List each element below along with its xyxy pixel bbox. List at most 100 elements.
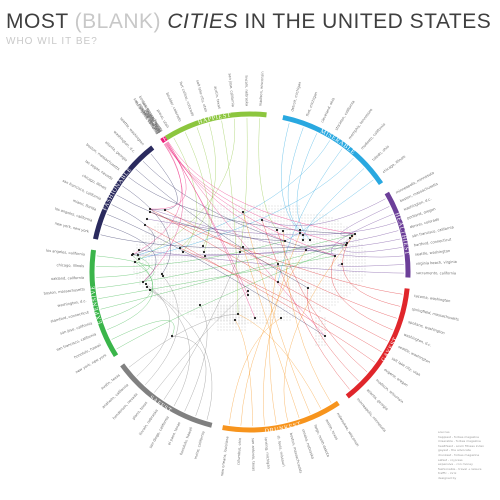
us-map-dots [133, 205, 366, 346]
map-dot [205, 304, 207, 306]
map-dot [229, 214, 231, 216]
map-dot [280, 274, 282, 276]
map-dot [268, 301, 270, 303]
map-dot [157, 268, 159, 270]
map-dot [181, 310, 183, 312]
map-dot [274, 250, 276, 252]
map-dot [313, 244, 315, 246]
map-dot [196, 271, 198, 273]
map-dot [328, 307, 330, 309]
map-dot [226, 301, 228, 303]
map-dot [214, 220, 216, 222]
map-dot [268, 217, 270, 219]
map-dot [325, 250, 327, 252]
map-dot [184, 244, 186, 246]
map-dot [238, 265, 240, 267]
map-dot [217, 214, 219, 216]
map-dot [187, 259, 189, 261]
map-dot [214, 307, 216, 309]
map-dot [316, 232, 318, 234]
map-dot [229, 317, 231, 319]
map-dot [325, 244, 327, 246]
map-dot [232, 310, 234, 312]
map-dot [187, 241, 189, 243]
map-dot [241, 256, 243, 258]
map-dot [241, 301, 243, 303]
map-dot [304, 229, 306, 231]
map-dot [199, 238, 201, 240]
map-dot [238, 220, 240, 222]
map-dot [337, 250, 339, 252]
map-dot [220, 292, 222, 294]
map-dot [223, 320, 225, 322]
city-point [246, 289, 250, 293]
connection-line [149, 153, 178, 211]
map-dot [307, 262, 309, 264]
map-dot [163, 262, 165, 264]
map-dot [361, 259, 363, 261]
map-dot [274, 235, 276, 237]
map-dot [190, 262, 192, 264]
connection-line [149, 211, 403, 295]
map-dot [321, 323, 323, 325]
map-dot [244, 229, 246, 231]
map-dot [211, 259, 213, 261]
map-dot [250, 208, 252, 210]
map-dot [307, 295, 309, 297]
map-dot [193, 262, 195, 264]
map-dot [232, 211, 234, 213]
connection-line [306, 287, 359, 382]
city-label: san jose, california [60, 321, 93, 335]
map-dot [352, 259, 354, 261]
map-dot [220, 289, 222, 291]
map-dot [328, 217, 330, 219]
map-dot [337, 259, 339, 261]
map-dot [235, 305, 237, 307]
map-dot [238, 317, 240, 319]
map-dot [190, 211, 192, 213]
city-label: los angeles, california [54, 207, 92, 223]
map-dot [238, 316, 240, 318]
map-dot [268, 256, 270, 258]
map-dot [226, 268, 228, 270]
map-dot [235, 238, 237, 240]
map-dot [199, 301, 201, 303]
map-dot [259, 220, 261, 222]
map-dot [202, 283, 204, 285]
map-dot [211, 298, 213, 300]
map-dot [181, 292, 183, 294]
map-dot [193, 274, 195, 276]
map-dot [178, 298, 180, 300]
map-dot [322, 280, 324, 282]
map-dot [196, 241, 198, 243]
map-dot [157, 274, 159, 276]
category-label-text: TRAFFIC [0, 0, 168, 143]
map-dot [223, 326, 225, 328]
map-dot [265, 283, 267, 285]
map-dot [187, 235, 189, 237]
map-dot [244, 226, 246, 228]
map-dot [181, 277, 183, 279]
map-dot [163, 229, 165, 231]
map-dot [196, 247, 198, 249]
map-dot [322, 232, 324, 234]
map-dot [169, 283, 171, 285]
city-label: modesto, california [360, 122, 386, 150]
map-dot [286, 313, 288, 315]
map-dot [277, 256, 279, 258]
city-label: memphis, tennessee [348, 107, 374, 140]
map-dot [235, 271, 237, 273]
map-dot [169, 265, 171, 267]
map-dot [322, 250, 324, 252]
map-dot [163, 223, 165, 225]
city-label: boston, massachusetts [289, 432, 303, 473]
map-dot [235, 265, 237, 267]
map-dot [220, 208, 222, 210]
map-dot [247, 238, 249, 240]
map-dot [321, 341, 323, 343]
map-dot [259, 214, 261, 216]
map-dot [307, 238, 309, 240]
map-dot [226, 319, 228, 321]
category-arc-happiest [164, 111, 267, 141]
map-dot [160, 226, 162, 228]
